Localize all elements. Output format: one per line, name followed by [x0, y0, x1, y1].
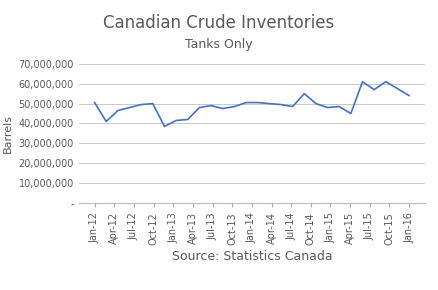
Text: Canadian Crude Inventories: Canadian Crude Inventories [103, 14, 335, 32]
Y-axis label: Barrels: Barrels [3, 114, 13, 153]
X-axis label: Source: Statistics Canada: Source: Statistics Canada [172, 250, 332, 263]
Text: Tanks Only: Tanks Only [185, 38, 253, 51]
